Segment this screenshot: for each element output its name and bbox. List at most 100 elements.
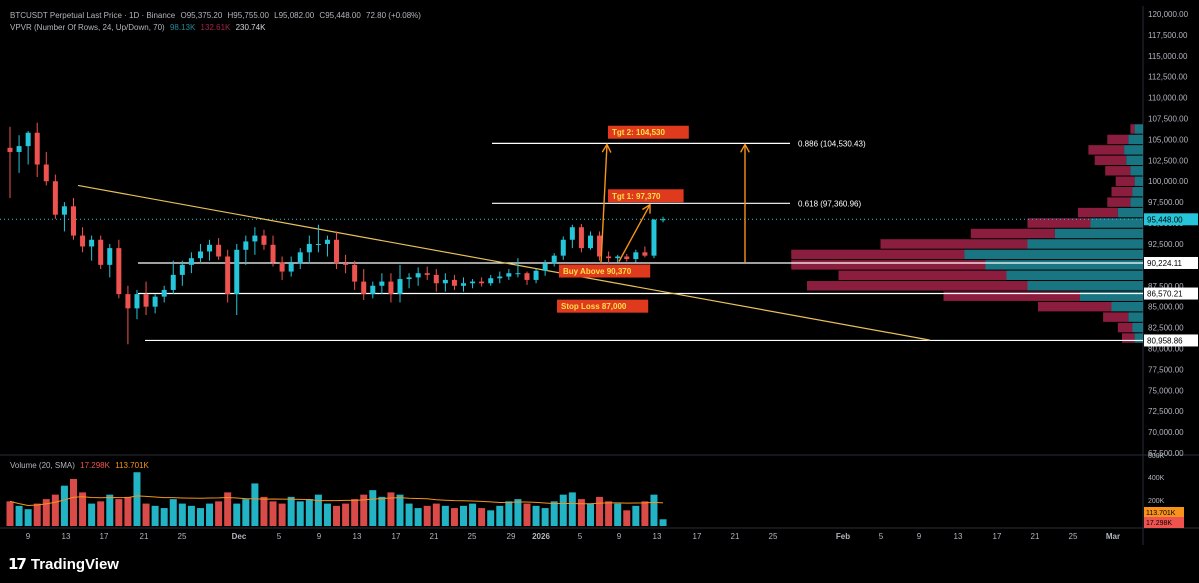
- vpvr-up-bar: [1054, 228, 1143, 239]
- annotation-label: Buy Above 90,370: [559, 264, 651, 278]
- vpvr-up-bar: [1132, 322, 1143, 333]
- price-flag-text: 80,958.86: [1147, 336, 1183, 345]
- volume-bar: [396, 494, 404, 526]
- candle-body: [560, 239, 566, 256]
- vpvr-up-bar: [1090, 218, 1143, 228]
- volume-value-2: 113.701K: [115, 461, 149, 470]
- candle-body: [397, 279, 403, 295]
- vpvr-label: VPVR (Number Of Rows, 24, Up/Down, 70): [10, 23, 165, 32]
- volume-bar: [178, 503, 186, 526]
- candle-body: [43, 164, 49, 182]
- volume-bar: [441, 505, 449, 526]
- vpvr-down-bar: [1115, 176, 1135, 186]
- volume-bar: [15, 505, 23, 526]
- price-flag-bg: [1144, 256, 1198, 269]
- volume-bar: [496, 505, 504, 526]
- volume-bar: [333, 505, 341, 526]
- candle-body: [89, 239, 95, 247]
- time-tick-label: Dec: [232, 532, 247, 541]
- annotation-box: [608, 125, 689, 139]
- annotation-text: Tgt 1: 97,370: [612, 192, 661, 201]
- candle-body: [197, 251, 203, 259]
- volume-bar: [342, 503, 350, 526]
- volume-bar: [632, 505, 640, 526]
- vpvr-up-bar: [1027, 281, 1143, 291]
- time-tick-label: 25: [1069, 532, 1078, 541]
- volume-bar: [133, 472, 141, 526]
- candle-body: [578, 227, 584, 249]
- vpvr-up-bar: [1130, 197, 1143, 207]
- candle-body: [324, 239, 330, 244]
- candle-body: [188, 258, 194, 265]
- volume-bar: [187, 505, 195, 526]
- time-tick-label: 13: [954, 532, 963, 541]
- vpvr-up-bar: [1126, 155, 1143, 166]
- candle-body: [633, 252, 639, 260]
- vpvr-up-bar: [1006, 270, 1143, 281]
- vpvr-down-bar: [1077, 207, 1118, 218]
- candle-body: [70, 206, 76, 236]
- tradingview-brand[interactable]: 𝟭𝟳 TradingView: [8, 555, 119, 574]
- vpvr-up-bar: [1111, 301, 1143, 312]
- price-tick-label: 70,000.00: [1148, 428, 1184, 437]
- candle-body: [642, 252, 648, 256]
- volume-flag: 17.298K: [1144, 517, 1184, 528]
- volume-flag: 113.701K: [1144, 507, 1184, 518]
- volume-bar: [650, 494, 658, 526]
- candle-body: [16, 146, 22, 152]
- candle-body: [234, 249, 240, 295]
- volume-bar: [151, 505, 159, 526]
- volume-bar: [42, 499, 50, 526]
- price-tick-label: 92,500.00: [1148, 240, 1184, 249]
- volume-bar: [577, 499, 585, 526]
- candle-body: [533, 270, 539, 280]
- vpvr-down-bar: [1027, 218, 1091, 228]
- volume-bar: [523, 503, 531, 526]
- time-tick-label: 21: [1031, 532, 1040, 541]
- target-1-arrow-head: [642, 203, 651, 214]
- volume-bar: [478, 508, 486, 526]
- volume-bar: [224, 492, 232, 526]
- time-tick-label: 13: [353, 532, 362, 541]
- price-tick-label: 82,500.00: [1148, 324, 1184, 333]
- volume-header: Volume (20, SMA) 17.298K 113.701K: [10, 461, 152, 470]
- volume-bar: [532, 505, 540, 526]
- candle-body: [343, 263, 349, 265]
- candle-body: [270, 244, 276, 263]
- volume-tick-label: 200K: [1148, 498, 1165, 505]
- volume-bar: [559, 494, 567, 526]
- vpvr-up-bar: [1128, 312, 1143, 322]
- vpvr-down-bar: [1122, 333, 1135, 343]
- time-tick-label: 21: [140, 532, 149, 541]
- vpvr-down-bar: [791, 260, 986, 270]
- price-tick-label: 87,500.00: [1148, 282, 1184, 291]
- time-tick-label: 17: [392, 532, 401, 541]
- candle-body: [161, 289, 167, 297]
- volume-bar: [60, 485, 68, 526]
- time-tick-label: 13: [62, 532, 71, 541]
- candle-body: [379, 281, 385, 286]
- vpvr-up-bar: [985, 260, 1143, 270]
- volume-bar: [115, 499, 123, 526]
- candle-body: [80, 235, 86, 247]
- volume-bar: [97, 501, 105, 526]
- vpvr-down-bar: [1103, 312, 1129, 322]
- volume-bar: [614, 503, 622, 526]
- time-tick-label: 13: [653, 532, 662, 541]
- price-tick-label: 112,500.00: [1148, 73, 1188, 82]
- price-tick-label: 67,500.00: [1148, 449, 1184, 458]
- vpvr-down-bar: [943, 291, 1080, 301]
- volume-bar: [260, 496, 268, 526]
- candle-body: [433, 274, 439, 284]
- vpvr-down-bar: [1038, 301, 1112, 312]
- symbol-line: BTCUSDT Perpetual Last Price · 1D · Bina…: [10, 11, 176, 20]
- annotation-box: [559, 264, 651, 278]
- price-tick-label: 115,000.00: [1148, 52, 1188, 61]
- candle-body: [370, 285, 376, 295]
- volume-bar: [487, 510, 495, 526]
- volume-bar: [160, 508, 168, 526]
- candle-body: [152, 296, 158, 307]
- time-tick-label: 21: [731, 532, 740, 541]
- volume-bar: [278, 503, 286, 526]
